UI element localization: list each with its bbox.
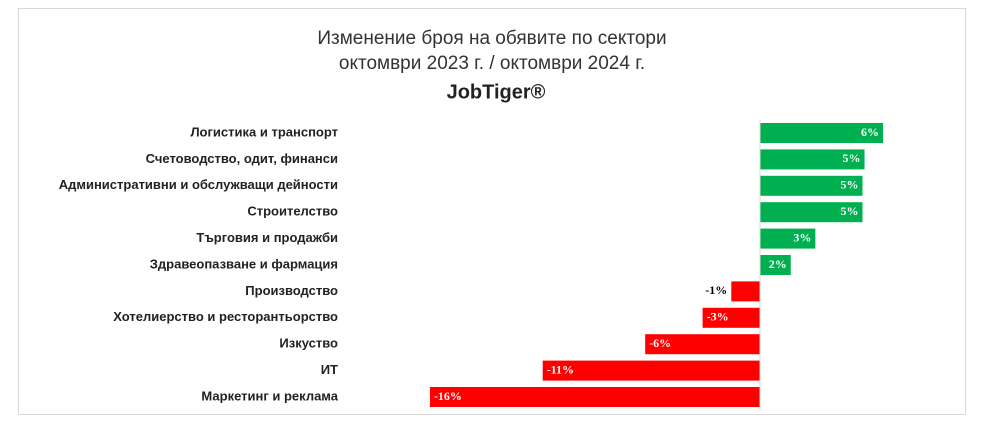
- bar: [429, 387, 760, 407]
- category-label: Административни и обслужващи дейности: [59, 177, 338, 192]
- chart-subtitle: октомври 2023 г. / октомври 2024 г.: [339, 53, 645, 74]
- bar: [760, 228, 816, 249]
- bar: [760, 123, 883, 143]
- value-label: 3%: [793, 230, 811, 244]
- category-label: Маркетинг и реклама: [201, 388, 338, 403]
- bar: [760, 175, 863, 196]
- value-label: -3%: [707, 310, 729, 324]
- value-label: -16%: [434, 389, 462, 403]
- category-label: Търговия и продажби: [196, 230, 338, 245]
- category-label: Строителство: [247, 204, 338, 219]
- value-label: 6%: [861, 125, 879, 139]
- value-label: -1%: [705, 283, 727, 297]
- bar: [760, 149, 865, 170]
- value-label: 5%: [841, 178, 859, 192]
- bar: [645, 334, 760, 355]
- bar: [760, 202, 863, 223]
- category-label: ИТ: [321, 362, 338, 377]
- category-label: Хотелиерство и ресторантьорство: [113, 309, 338, 324]
- bar: [542, 360, 760, 381]
- bar: [731, 281, 760, 302]
- bar: [760, 255, 791, 275]
- value-label: 5%: [843, 151, 861, 165]
- bar: [702, 307, 760, 328]
- brand: JobTiger®: [447, 81, 546, 103]
- category-label: Логистика и транспорт: [190, 124, 338, 139]
- category-label: Изкуство: [279, 336, 338, 351]
- category-label: Производство: [245, 283, 338, 298]
- value-label: 2%: [769, 257, 787, 271]
- value-label: 5%: [841, 204, 859, 218]
- value-label: -6%: [649, 336, 671, 350]
- category-label: Здравеопазване и фармация: [150, 256, 338, 271]
- category-label: Счетоводство, одит, финанси: [146, 151, 338, 166]
- chart-title: Изменение броя на обявите по сектори: [317, 28, 666, 49]
- value-label: -11%: [547, 362, 574, 376]
